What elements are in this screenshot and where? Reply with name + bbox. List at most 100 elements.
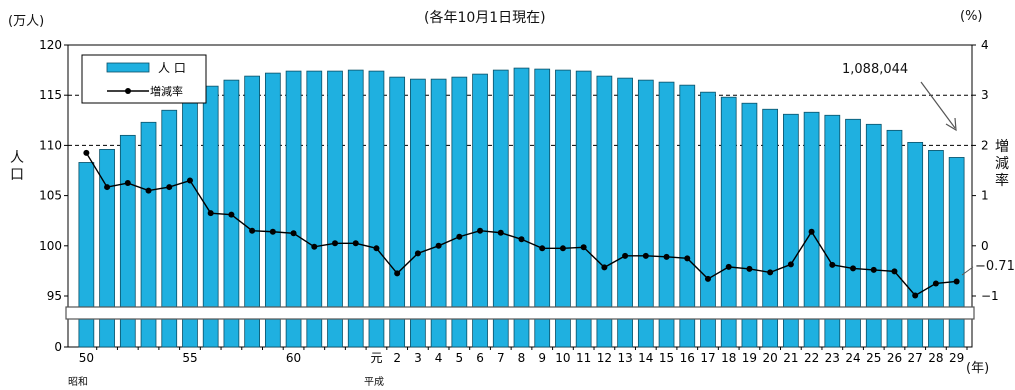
right-tick-label-4: 4 [981,38,989,52]
rate-point-53 [145,187,152,194]
bar-58 [244,75,260,348]
rate-point-19 [746,265,753,272]
bar-2 [389,76,406,348]
x-tick-label-21: 21 [783,351,798,365]
left-tick-label-95: 95 [47,289,62,303]
chart-title: (各年10月1日現在) [424,10,546,26]
bar-21 [783,113,799,348]
rate-point-18 [725,263,732,270]
x-tick-label-5: 5 [456,351,464,365]
x-tick-label-9: 9 [538,351,546,365]
rate-point-10 [559,245,566,252]
legend-line-label: 増減率 [150,84,183,98]
rate-point-2 [394,270,401,277]
rate-point-52 [124,180,131,187]
rate-point-20 [767,269,774,276]
left-tick-label-120: 120 [39,38,62,52]
bar-27 [907,141,924,348]
x-tick-label-24: 24 [845,351,860,365]
bar-62 [327,70,343,348]
bar-51 [99,149,115,348]
rate-point-4 [435,242,442,249]
bar-59 [264,72,281,348]
legend-box [81,54,207,104]
right-axis-unit: (%) [960,9,983,24]
right-tick-label-0: 0 [981,239,989,253]
legend-bar-swatch [106,62,150,73]
era-label-showa: 昭和 [68,377,88,388]
rate-point-11 [580,244,587,251]
x-tick-label-2: 2 [393,351,401,365]
x-tick-label-7: 7 [497,351,505,365]
rate-point-13 [622,252,629,259]
rate-point-56 [207,210,214,217]
bar-61 [306,70,323,348]
x-tick-label-12: 12 [597,351,612,365]
rate-point-12 [601,264,608,271]
bar-17 [700,91,716,348]
rate-point-22 [808,228,815,235]
rate-point-16 [684,255,691,262]
bar-15 [658,81,675,348]
bar-60 [285,70,302,348]
annotation-arrow-shaft [920,81,956,129]
rate-point-21 [787,261,794,268]
bar-53 [140,121,157,348]
rate-point-17 [704,275,711,282]
rate-point-58 [249,227,256,234]
annotation-arrow-head [945,117,957,132]
bar-56 [202,85,219,348]
bar-12 [596,75,613,348]
rate-point-59 [269,228,276,235]
bar-50 [78,162,95,348]
rate-point-26 [891,268,898,275]
x-tick-label-19: 19 [742,351,757,365]
rate-point-8 [518,236,525,243]
rate-point-57 [228,211,235,218]
bar-20 [762,108,779,348]
x-tick-label-26: 26 [887,351,902,365]
x-tick-label-6: 6 [476,351,484,365]
rate-point-61 [311,243,318,250]
right-tick-label-2: 2 [981,138,989,152]
bar-23 [824,114,841,348]
bar-25 [865,123,882,348]
right-tick-label--1: −1 [981,289,999,303]
annotation-total-population: 1,088,044 [842,62,909,77]
rate-point-9 [539,245,546,252]
bar-63 [347,69,364,348]
x-tick-label-8: 8 [518,351,526,365]
right-tick-label-1: 1 [981,189,989,203]
x-tick-label-55: 55 [182,351,197,365]
bar-元 [368,70,385,348]
bar-4 [430,78,447,348]
x-tick-label-16: 16 [680,351,695,365]
x-tick-label-50: 50 [79,351,94,365]
rate-point-28 [932,280,939,287]
left-tick-label-100: 100 [39,239,62,253]
rate-point-54 [166,184,173,191]
bar-13 [617,77,633,348]
axis-break-band [65,306,975,320]
x-tick-label-25: 25 [866,351,881,365]
x-tick-label-元: 元 [370,351,382,365]
bar-19 [741,102,758,348]
bar-14 [637,79,654,348]
x-tick-label-14: 14 [638,351,653,365]
rate-point-25 [870,266,877,273]
x-tick-label-28: 28 [928,351,943,365]
x-tick-label-11: 11 [576,351,591,365]
left-tick-label-105: 105 [39,189,62,203]
x-tick-label-23: 23 [825,351,840,365]
rate-point-15 [663,253,670,260]
left-tick-label-110: 110 [39,138,62,152]
rate-point-6 [477,227,484,234]
bar-9 [534,68,551,348]
bar-16 [679,84,696,348]
left-axis-label: 人口 [10,150,24,183]
bar-26 [886,129,903,348]
rate-point-5 [456,233,463,240]
bar-6 [472,73,488,348]
bar-8 [513,67,530,348]
